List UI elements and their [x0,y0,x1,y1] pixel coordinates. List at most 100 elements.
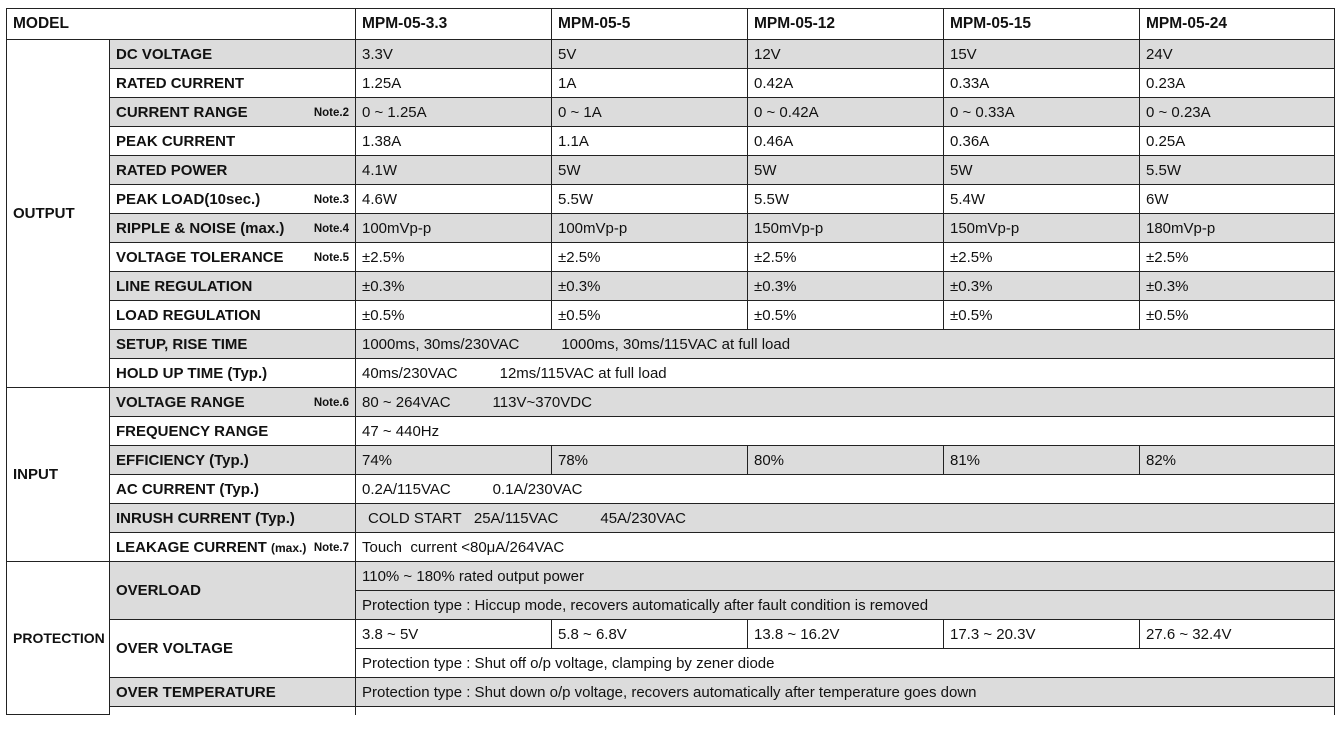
spec-value: Protection type : Hiccup mode, recovers … [355,590,1335,620]
spec-value: 5.8 ~ 6.8V [551,619,748,649]
spec-value: 5V [551,39,748,69]
value-part: 80 ~ 264VAC [362,393,451,411]
spec-value: ±0.5% [551,300,748,330]
spec-value: ±0.5% [747,300,944,330]
param-label: SETUP, RISE TIME [109,329,356,359]
note-ref: Note.7 [313,541,349,554]
spec-row-rated-power: RATED POWER 4.1W 5W 5W 5W 5.5W [7,155,1335,185]
param-label: LINE REGULATION [109,271,356,301]
spec-row-current-range: CURRENT RANGE Note.2 0 ~ 1.25A 0 ~ 1A 0 ~… [7,97,1335,127]
value-part: 0.1A/230VAC [492,480,583,498]
spec-value: 1.1A [551,126,748,156]
spec-value: 3.8 ~ 5V [355,619,552,649]
spec-row-setup-rise-time: SETUP, RISE TIME 1000ms, 30ms/230VAC 1000… [7,329,1335,359]
spec-value: 3.3V [355,39,552,69]
spec-value: Touch current <80μA/264VAC [355,532,1335,562]
spec-value: 0 ~ 1A [551,97,748,127]
value-part: 113V~370VDC [492,393,592,411]
spec-value: ±2.5% [1139,242,1335,272]
spec-value: 150mVp-p [747,213,944,243]
spec-value: 15V [943,39,1140,69]
spec-value: 0 ~ 0.33A [943,97,1140,127]
param-label: EFFICIENCY (Typ.) [109,445,356,475]
spec-value: 1.38A [355,126,552,156]
param-label: PEAK LOAD(10sec.) Note.3 [109,184,356,214]
spec-value: 47 ~ 440Hz [355,416,1335,446]
spec-row-line-regulation: LINE REGULATION ±0.3% ±0.3% ±0.3% ±0.3% … [7,271,1335,301]
param-label: INRUSH CURRENT (Typ.) [109,503,356,533]
spec-value: 24V [1139,39,1335,69]
spec-value: 5.5W [1139,155,1335,185]
spec-value: COLD START 25A/115VAC 45A/230VAC [355,503,1335,533]
spec-value: ±0.5% [943,300,1140,330]
category-protection: PROTECTION [6,561,110,715]
spec-value: 5W [551,155,748,185]
param-text: CURRENT RANGE [116,103,248,121]
spec-row-overload-2: Protection type : Hiccup mode, recovers … [7,590,1335,620]
param-label: LOAD REGULATION [109,300,356,330]
value-part: 1000ms, 30ms/230VAC [362,335,520,353]
model-name: MPM-05-3.3 [355,8,552,40]
value-part: 1000ms, 30ms/115VAC at full load [561,335,791,353]
spec-value: ±2.5% [551,242,748,272]
param-label: VOLTAGE RANGE Note.6 [109,387,356,417]
spec-value: 1000ms, 30ms/230VAC 1000ms, 30ms/115VAC a… [355,329,1335,359]
spec-row-peak-current: PEAK CURRENT 1.38A 1.1A 0.46A 0.36A 0.25… [7,126,1335,156]
param-text: VOLTAGE TOLERANCE [116,248,284,266]
spec-row-leakage-current: LEAKAGE CURRENT (max.) Note.7 Touch curre… [7,532,1335,562]
value-part: 12ms/115VAC at full load [499,364,667,382]
spec-row-overload-1: PROTECTION OVERLOAD 110% ~ 180% rated ou… [6,561,1335,715]
spec-value: Protection type : Shut down o/p voltage,… [355,677,1335,707]
spec-value: 0 ~ 0.42A [747,97,944,127]
spec-value: 4.6W [355,184,552,214]
spec-row-hold-up-time: HOLD UP TIME (Typ.) 40ms/230VAC 12ms/115V… [7,358,1335,388]
spec-value: 1A [551,68,748,98]
param-label: AC CURRENT (Typ.) [109,474,356,504]
spec-value: 0 ~ 1.25A [355,97,552,127]
value-part: 40ms/230VAC [362,364,458,382]
spec-value: 0.2A/115VAC 0.1A/230VAC [355,474,1335,504]
spec-value: ±2.5% [943,242,1140,272]
value-part: 0.2A/115VAC [362,480,451,498]
spec-row-voltage-tolerance: VOLTAGE TOLERANCE Note.5 ±2.5% ±2.5% ±2.5… [7,242,1335,272]
spec-row-frequency-range: FREQUENCY RANGE 47 ~ 440Hz [7,416,1335,446]
note-ref: Note.2 [313,106,349,119]
param-label: PEAK CURRENT [109,126,356,156]
spec-value: ±2.5% [355,242,552,272]
spec-value: 13.8 ~ 16.2V [747,619,944,649]
param-label: OVERLOAD [109,561,356,620]
spec-value: 100mVp-p [355,213,552,243]
param-label: LEAKAGE CURRENT (max.) Note.7 [109,532,356,562]
spec-value: 78% [551,445,748,475]
spec-value: ±0.3% [747,271,944,301]
spec-value: 0.42A [747,68,944,98]
value-part: 45A/230VAC [600,509,686,527]
spec-value: 5W [943,155,1140,185]
spec-value: 110% ~ 180% rated output power [355,561,1335,591]
param-label: HOLD UP TIME (Typ.) [109,358,356,388]
spec-value: 5W [747,155,944,185]
param-label: DC VOLTAGE [109,39,356,69]
param-label: OVER TEMPERATURE [109,677,356,707]
spec-value: ±0.5% [1139,300,1335,330]
note-ref: Note.6 [313,396,349,409]
spec-row-over-voltage-2: Protection type : Shut off o/p voltage, … [7,648,1335,678]
model-name: MPM-05-12 [747,8,944,40]
spec-value: 6W [1139,184,1335,214]
param-qualifier: (max.) [271,540,307,555]
model-name: MPM-05-15 [943,8,1140,40]
spec-value: 5.5W [747,184,944,214]
spec-row-peak-load: PEAK LOAD(10sec.) Note.3 4.6W 5.5W 5.5W 5… [7,184,1335,214]
param-label: RIPPLE & NOISE (max.) Note.4 [109,213,356,243]
spec-value: 80% [747,445,944,475]
spec-value: 4.1W [355,155,552,185]
header-row: MODEL MPM-05-3.3 MPM-05-5 MPM-05-12 MPM-… [6,8,1335,40]
spec-value: 5.5W [551,184,748,214]
note-ref: Note.5 [313,251,349,264]
param-label: RATED CURRENT [109,68,356,98]
spec-value: 81% [943,445,1140,475]
spec-value: ±0.3% [1139,271,1335,301]
spec-value: 74% [355,445,552,475]
table-continuation [7,706,1335,715]
spec-value: 12V [747,39,944,69]
